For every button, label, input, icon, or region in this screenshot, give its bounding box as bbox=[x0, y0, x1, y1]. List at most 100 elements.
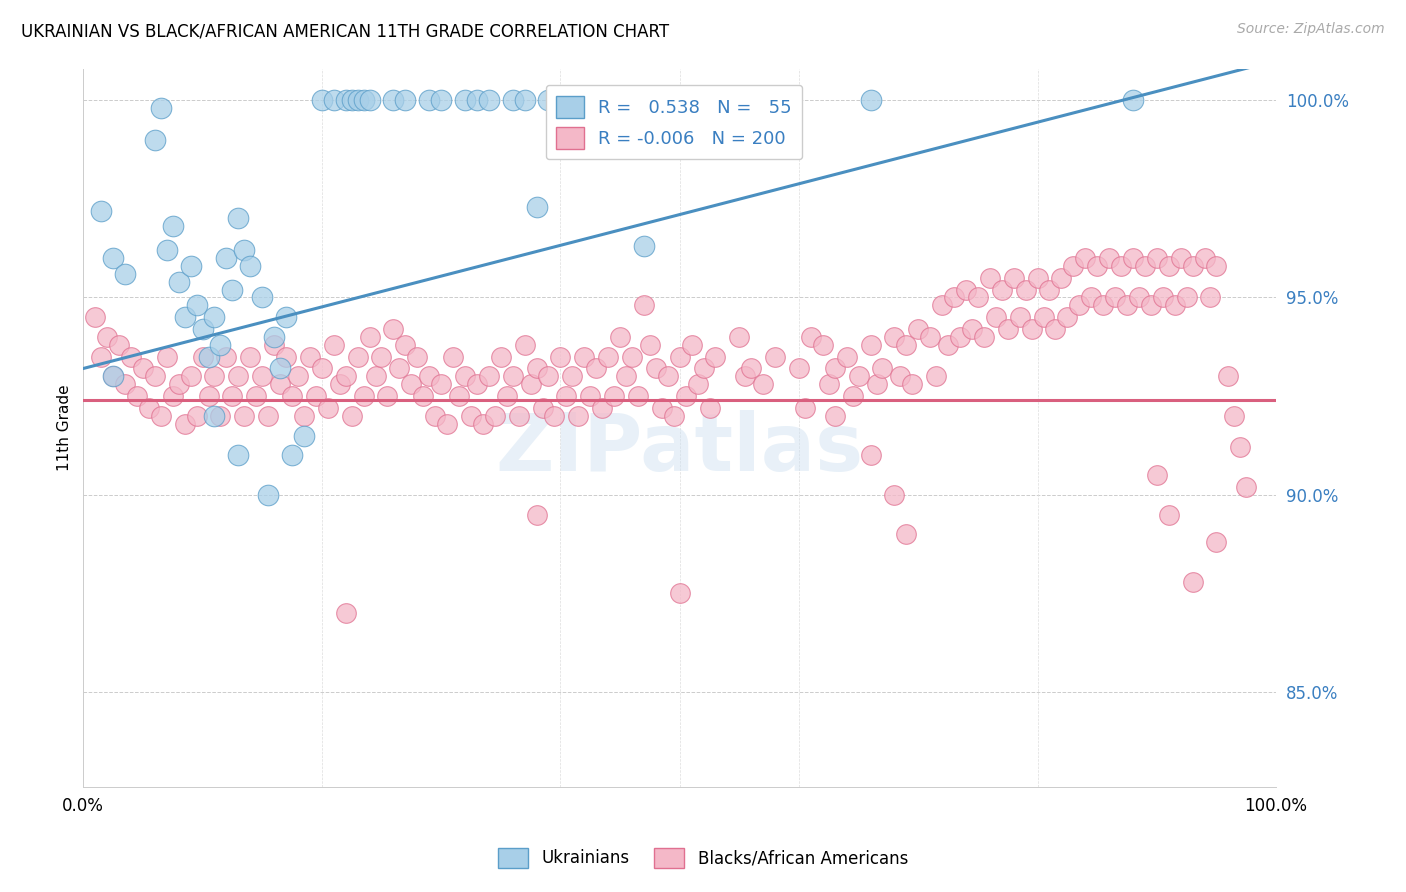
Point bbox=[412, 389, 434, 403]
Point bbox=[1045, 322, 1067, 336]
Point bbox=[274, 310, 297, 325]
Point bbox=[811, 338, 834, 352]
Point bbox=[824, 409, 846, 423]
Point bbox=[263, 330, 285, 344]
Point bbox=[197, 389, 219, 403]
Point bbox=[508, 409, 530, 423]
Point bbox=[859, 93, 882, 107]
Point bbox=[1175, 290, 1198, 304]
Point bbox=[263, 338, 285, 352]
Point bbox=[441, 350, 464, 364]
Point bbox=[519, 377, 541, 392]
Point bbox=[120, 350, 142, 364]
Point bbox=[526, 361, 548, 376]
Point bbox=[1157, 508, 1180, 522]
Point bbox=[322, 93, 344, 107]
Point bbox=[907, 322, 929, 336]
Point bbox=[531, 401, 554, 415]
Point bbox=[550, 93, 572, 107]
Point bbox=[502, 93, 524, 107]
Point bbox=[1098, 251, 1121, 265]
Point bbox=[287, 369, 309, 384]
Point bbox=[245, 389, 267, 403]
Point bbox=[955, 283, 977, 297]
Point bbox=[1080, 290, 1102, 304]
Point bbox=[1122, 251, 1144, 265]
Point bbox=[1152, 290, 1174, 304]
Point bbox=[305, 389, 328, 403]
Point bbox=[662, 409, 685, 423]
Point bbox=[603, 389, 626, 403]
Text: ZIPatlas: ZIPatlas bbox=[495, 410, 863, 488]
Point bbox=[973, 330, 995, 344]
Point bbox=[138, 401, 160, 415]
Point bbox=[370, 350, 392, 364]
Point bbox=[627, 389, 650, 403]
Point bbox=[149, 409, 172, 423]
Point bbox=[359, 93, 381, 107]
Point bbox=[752, 377, 775, 392]
Point bbox=[221, 389, 243, 403]
Point bbox=[728, 93, 751, 107]
Point bbox=[281, 448, 304, 462]
Point bbox=[817, 377, 839, 392]
Point bbox=[1128, 290, 1150, 304]
Point bbox=[1109, 259, 1132, 273]
Point bbox=[191, 350, 214, 364]
Point bbox=[848, 369, 870, 384]
Point bbox=[269, 377, 291, 392]
Point bbox=[228, 211, 250, 226]
Point bbox=[537, 369, 560, 384]
Point bbox=[574, 350, 596, 364]
Point bbox=[430, 377, 453, 392]
Point bbox=[478, 369, 501, 384]
Point bbox=[1002, 270, 1025, 285]
Point bbox=[543, 409, 565, 423]
Point bbox=[143, 369, 166, 384]
Point bbox=[609, 330, 631, 344]
Point bbox=[865, 377, 887, 392]
Point bbox=[180, 259, 202, 273]
Point bbox=[1133, 259, 1156, 273]
Point bbox=[90, 350, 112, 364]
Point bbox=[872, 361, 894, 376]
Point bbox=[513, 338, 536, 352]
Point bbox=[513, 93, 536, 107]
Point bbox=[1199, 290, 1222, 304]
Point bbox=[1122, 93, 1144, 107]
Point bbox=[335, 93, 357, 107]
Point bbox=[1056, 310, 1078, 325]
Point bbox=[388, 361, 411, 376]
Point bbox=[1050, 270, 1073, 285]
Point bbox=[567, 409, 589, 423]
Point bbox=[186, 409, 208, 423]
Point bbox=[394, 93, 416, 107]
Point bbox=[418, 369, 440, 384]
Point bbox=[1038, 283, 1060, 297]
Point bbox=[436, 417, 458, 431]
Point bbox=[465, 93, 488, 107]
Point bbox=[920, 330, 942, 344]
Point bbox=[598, 350, 620, 364]
Point bbox=[979, 270, 1001, 285]
Point bbox=[495, 389, 517, 403]
Point bbox=[173, 310, 195, 325]
Point bbox=[346, 93, 368, 107]
Point bbox=[550, 350, 572, 364]
Point bbox=[1069, 298, 1091, 312]
Point bbox=[1032, 310, 1054, 325]
Point bbox=[1223, 409, 1246, 423]
Point bbox=[186, 298, 208, 312]
Point bbox=[173, 417, 195, 431]
Point bbox=[1085, 259, 1108, 273]
Point bbox=[359, 330, 381, 344]
Point bbox=[101, 251, 124, 265]
Point bbox=[162, 219, 184, 234]
Point bbox=[1026, 270, 1049, 285]
Point bbox=[1116, 298, 1139, 312]
Point bbox=[250, 290, 273, 304]
Point bbox=[430, 93, 453, 107]
Point bbox=[447, 389, 470, 403]
Point bbox=[1194, 251, 1216, 265]
Point bbox=[675, 389, 697, 403]
